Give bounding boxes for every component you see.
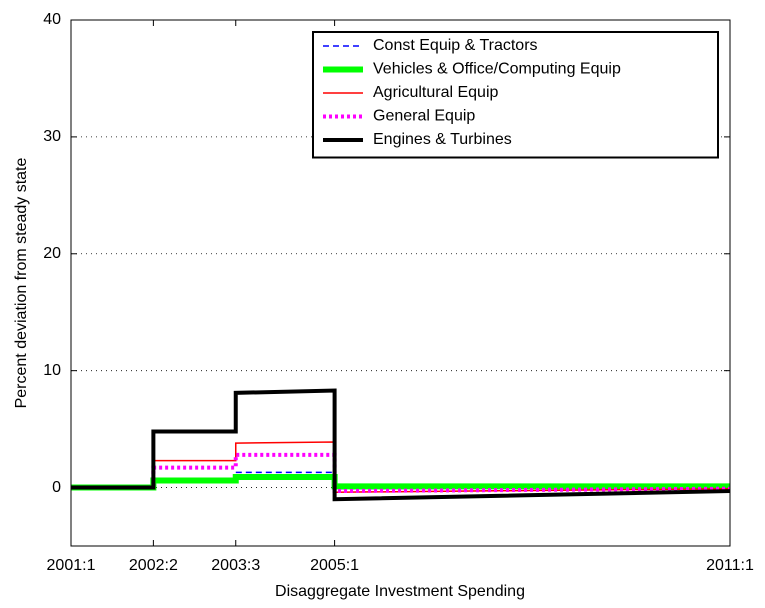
x-tick-label: 2001:1 — [47, 557, 96, 574]
legend-label: Vehicles & Office/Computing Equip — [373, 61, 621, 78]
plot-frame — [70, 19, 731, 547]
x-tick-label: 2003:3 — [211, 557, 260, 574]
y-tick-label: 30 — [43, 128, 61, 145]
legend-label: Const Equip & Tractors — [373, 37, 538, 54]
x-tick-label: 2011:1 — [706, 557, 754, 574]
legend-label: Engines & Turbines — [373, 131, 512, 148]
y-axis-label: Percent deviation from steady state — [13, 158, 30, 409]
legend-label: General Equip — [373, 108, 475, 125]
y-tick-label: 20 — [43, 245, 61, 262]
legend-label: Agricultural Equip — [373, 84, 499, 101]
x-tick-label: 2002:2 — [129, 557, 178, 574]
y-tick-label: 0 — [52, 479, 61, 496]
y-tick-label: 40 — [43, 11, 61, 28]
y-tick-label: 10 — [43, 362, 61, 379]
x-tick-label: 2005:1 — [310, 557, 359, 574]
legend-box — [312, 31, 719, 159]
x-axis-label: Disaggregate Investment Spending — [275, 583, 525, 600]
series-line — [71, 388, 731, 502]
